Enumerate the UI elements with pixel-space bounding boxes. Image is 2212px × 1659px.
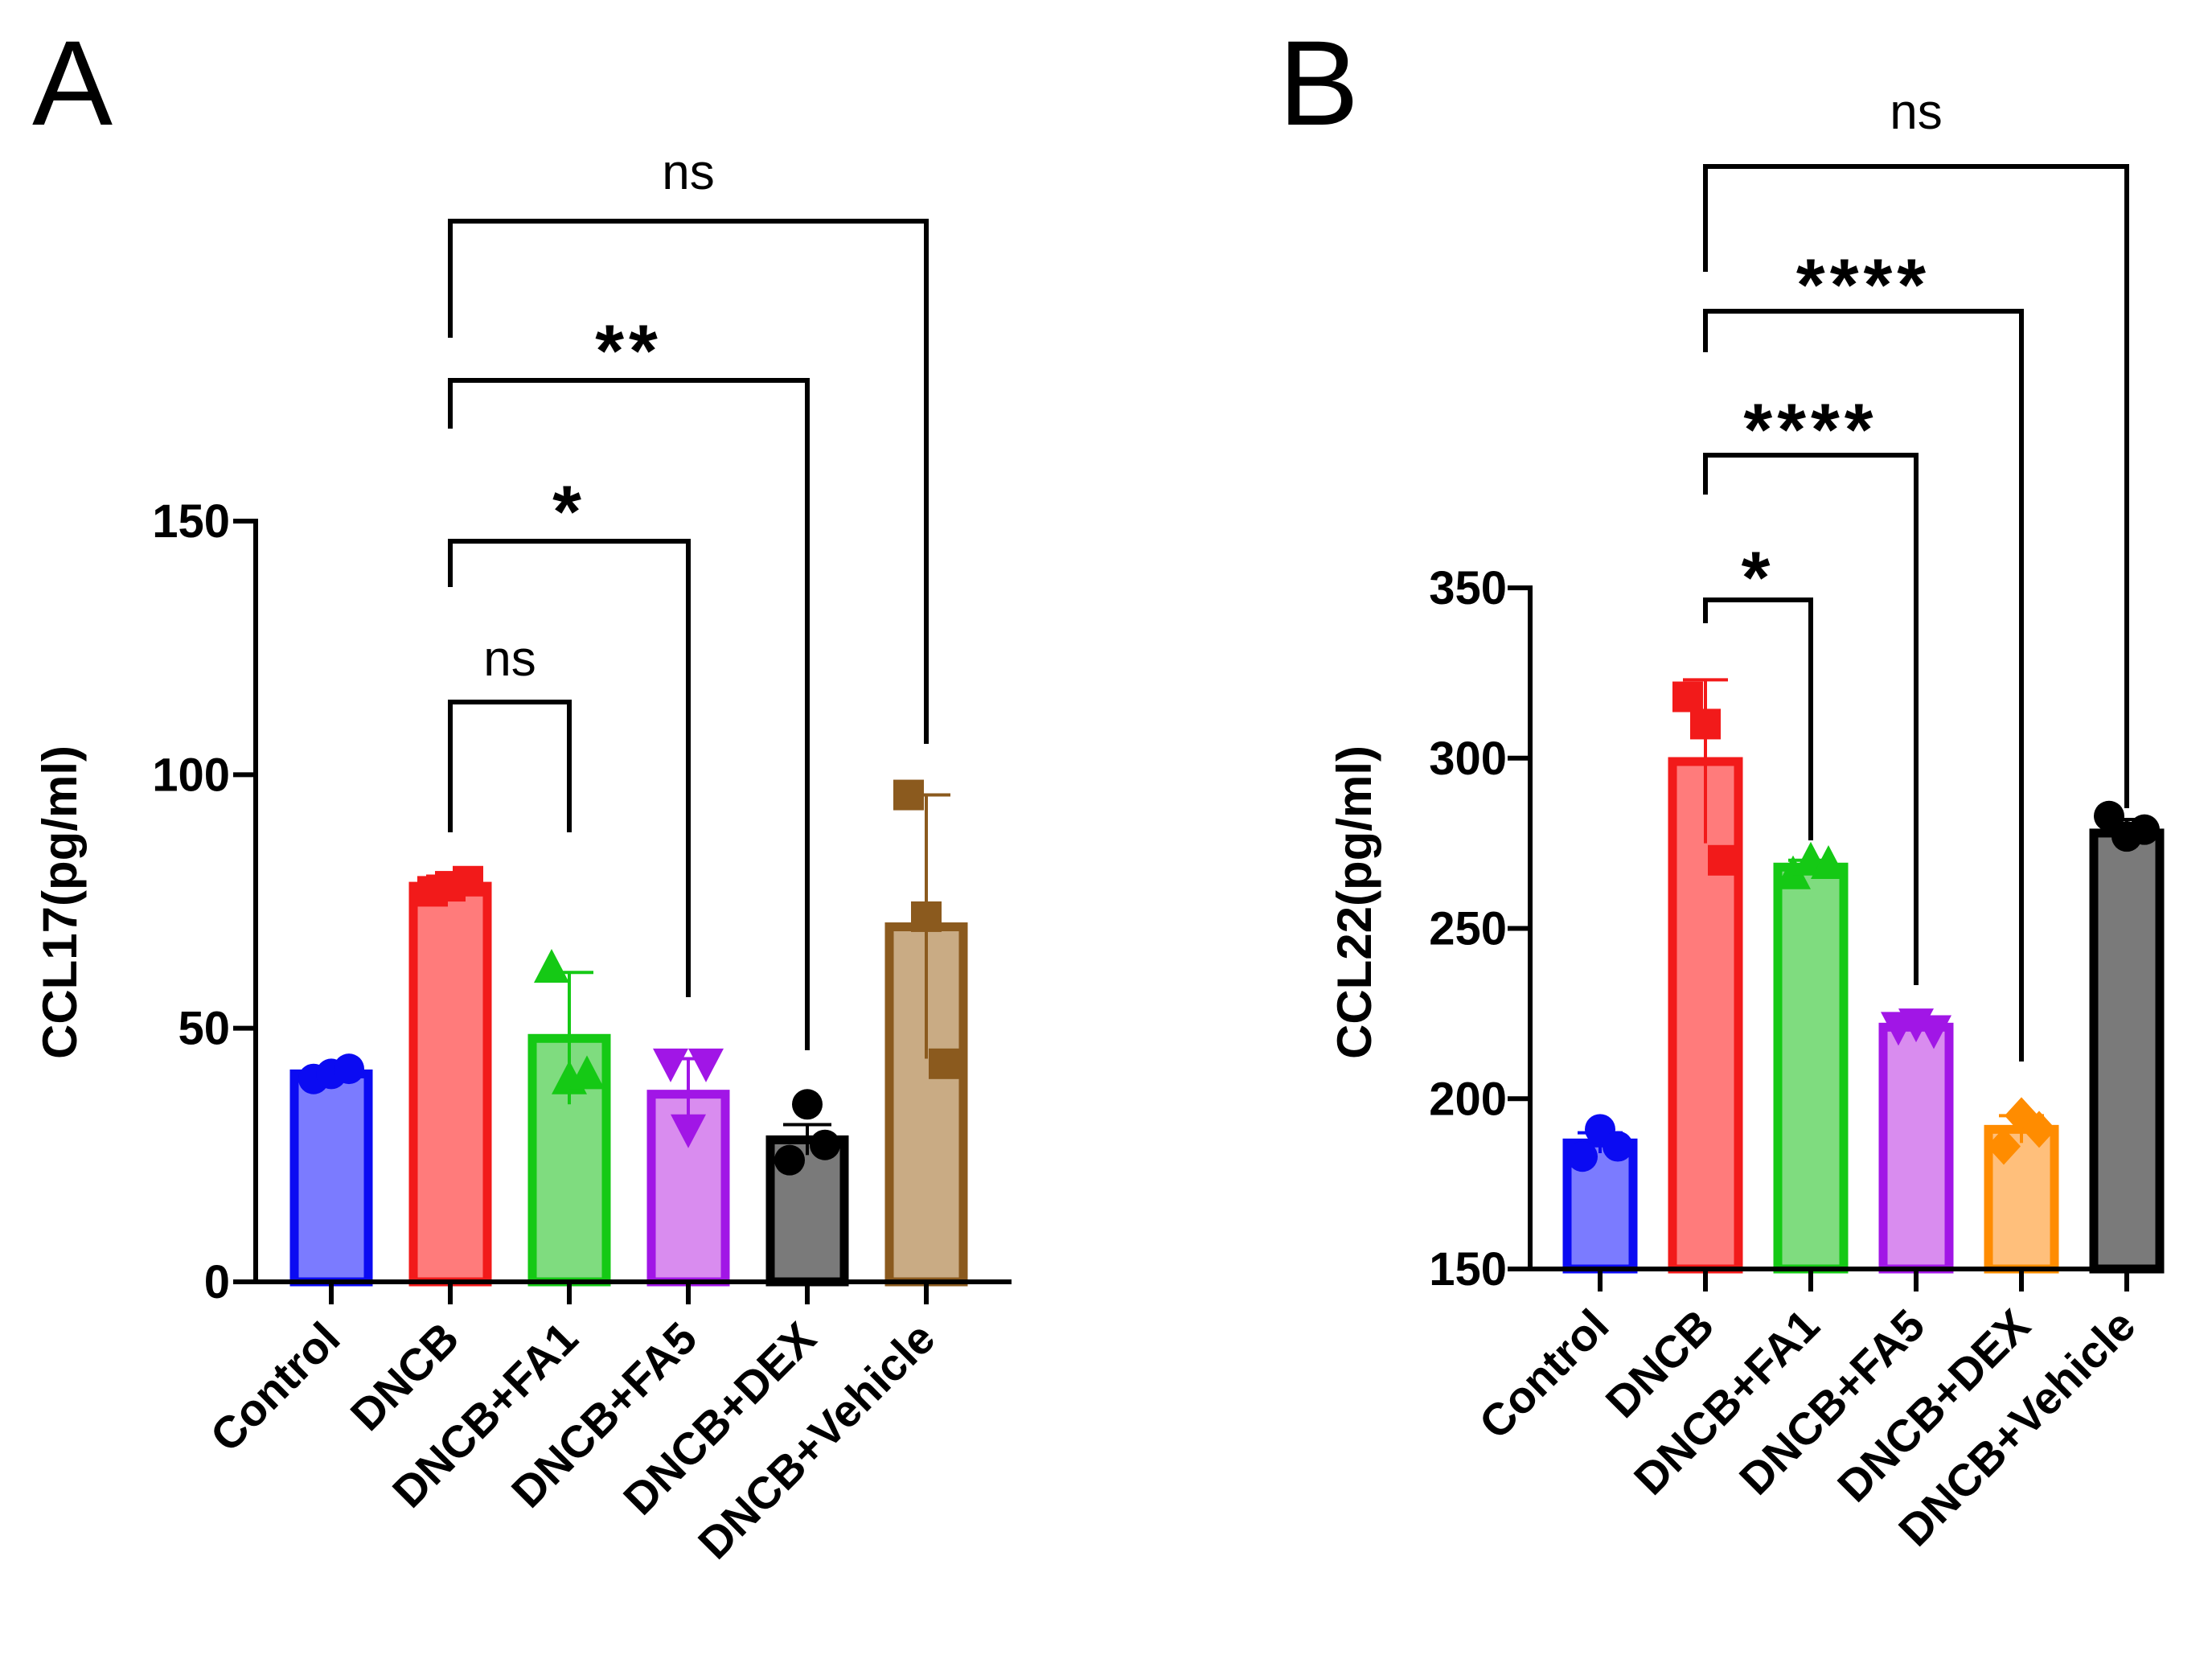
points-dncb-vehicle <box>2094 800 2160 852</box>
bar-dncb-vehicle <box>2089 828 2165 1274</box>
data-point <box>792 1089 823 1120</box>
points-dncb-fa5 <box>1881 1008 1951 1049</box>
data-point <box>1690 708 1721 740</box>
data-point <box>1567 1141 1598 1172</box>
data-point <box>653 1048 688 1082</box>
data-point <box>1811 845 1846 880</box>
y-tick-label: 100 <box>152 749 230 801</box>
bar-dncb-fa5 <box>1878 1022 1954 1274</box>
significance-label: * <box>1742 537 1775 619</box>
data-point <box>893 779 924 811</box>
panel-label-b: B <box>1278 15 1359 150</box>
data-point <box>774 1144 805 1176</box>
y-tick-label: 150 <box>152 495 230 548</box>
significance-bracket-4: ns <box>1703 84 2129 808</box>
data-point <box>1603 1131 1633 1162</box>
data-point <box>911 901 942 932</box>
y-tick-label: 150 <box>1429 1243 1507 1296</box>
points-dncb-dex <box>1987 1097 2056 1165</box>
y-axis-label: CCL17(pg/ml) <box>33 745 87 1059</box>
bracket-line <box>448 539 691 997</box>
significance-label: ns <box>1890 84 1942 140</box>
points-control <box>298 1053 364 1094</box>
points-control <box>1567 1114 1633 1172</box>
significance-label: * <box>552 471 586 553</box>
data-point <box>534 948 569 983</box>
chart-panel-b: B 150 200 250 300 350 CCL22(pg/ml) Control DNCB D… <box>1106 0 2212 1659</box>
significance-bracket-2: * <box>448 471 691 997</box>
x-tick-label-control: Control <box>1469 1300 1618 1448</box>
bar-dncb-fa1 <box>1773 862 1849 1274</box>
chart-b-svg: B150200250300350CCL22(pg/ml)ControlDNCBD… <box>1278 15 2165 1555</box>
bracket-line <box>1703 164 2129 808</box>
bracket-line <box>448 219 929 744</box>
data-point <box>1708 844 1738 876</box>
points-dncb-dex <box>774 1089 840 1176</box>
data-point <box>2094 800 2124 832</box>
data-point <box>1916 1015 1951 1049</box>
bracket-line <box>1703 309 2024 1062</box>
bar-dncb-vehicle <box>884 922 968 1287</box>
data-point <box>1987 1127 2021 1165</box>
significance-label: ns <box>662 145 714 200</box>
points-dncb-fa5 <box>653 1048 724 1148</box>
y-tick-label: 50 <box>178 1003 230 1055</box>
y-tick-label: 250 <box>1429 903 1507 955</box>
error-bar-dncb-dex <box>783 1123 831 1156</box>
chart-a-svg: A050100150CCL17(pg/ml)ControlDNCBDNCB+FA… <box>32 15 1012 1568</box>
data-point <box>1672 681 1703 712</box>
bracket-line <box>1703 597 1813 840</box>
panel-label-a: A <box>32 15 113 150</box>
data-point <box>929 1048 959 1079</box>
y-axis-label: CCL22(pg/ml) <box>1328 745 1381 1059</box>
points-dncb <box>1672 681 1738 876</box>
x-tick-label-control: Control <box>200 1312 349 1461</box>
data-point <box>569 1055 605 1090</box>
significance-bracket-3: **** <box>1703 244 2024 1062</box>
data-point <box>688 1048 724 1082</box>
data-point <box>2129 814 2160 845</box>
significance-bracket-1: ns <box>448 631 572 832</box>
points-dncb-fa1 <box>534 948 605 1094</box>
bar-dncb <box>408 881 492 1287</box>
points-dncb-fa1 <box>1775 841 1846 889</box>
data-point <box>1775 855 1811 889</box>
y-tick-label: 200 <box>1429 1073 1507 1125</box>
data-point <box>2022 1111 2056 1148</box>
data-point <box>453 865 483 897</box>
significance-label: ** <box>595 310 663 392</box>
data-point <box>810 1129 840 1160</box>
points-dncb <box>417 865 483 907</box>
significance-bracket-3: ** <box>448 310 810 1050</box>
data-point <box>334 1053 364 1085</box>
significance-bracket-2: **** <box>1703 389 1919 985</box>
significance-bracket-1: * <box>1703 537 1813 840</box>
significance-label: **** <box>1743 389 1878 471</box>
bracket-line <box>448 700 572 832</box>
y-tick-label: 300 <box>1429 733 1507 785</box>
bracket-line <box>1703 453 1919 985</box>
bar-control <box>289 1069 373 1287</box>
significance-bracket-4: ns <box>448 145 929 744</box>
y-tick-label: 0 <box>204 1256 230 1308</box>
chart-panel-a: A 0 50 100 150 CCL17(pg/ml) Control DNCB DNCB+FA… <box>32 15 1012 1568</box>
points-dncb-vehicle <box>893 779 959 1079</box>
significance-label: **** <box>1796 244 1931 326</box>
bracket-line <box>448 378 810 1050</box>
y-tick-label: 350 <box>1429 562 1507 614</box>
error-bar-dncb <box>1683 678 1728 844</box>
significance-label: ns <box>483 631 536 687</box>
data-point <box>671 1114 706 1148</box>
